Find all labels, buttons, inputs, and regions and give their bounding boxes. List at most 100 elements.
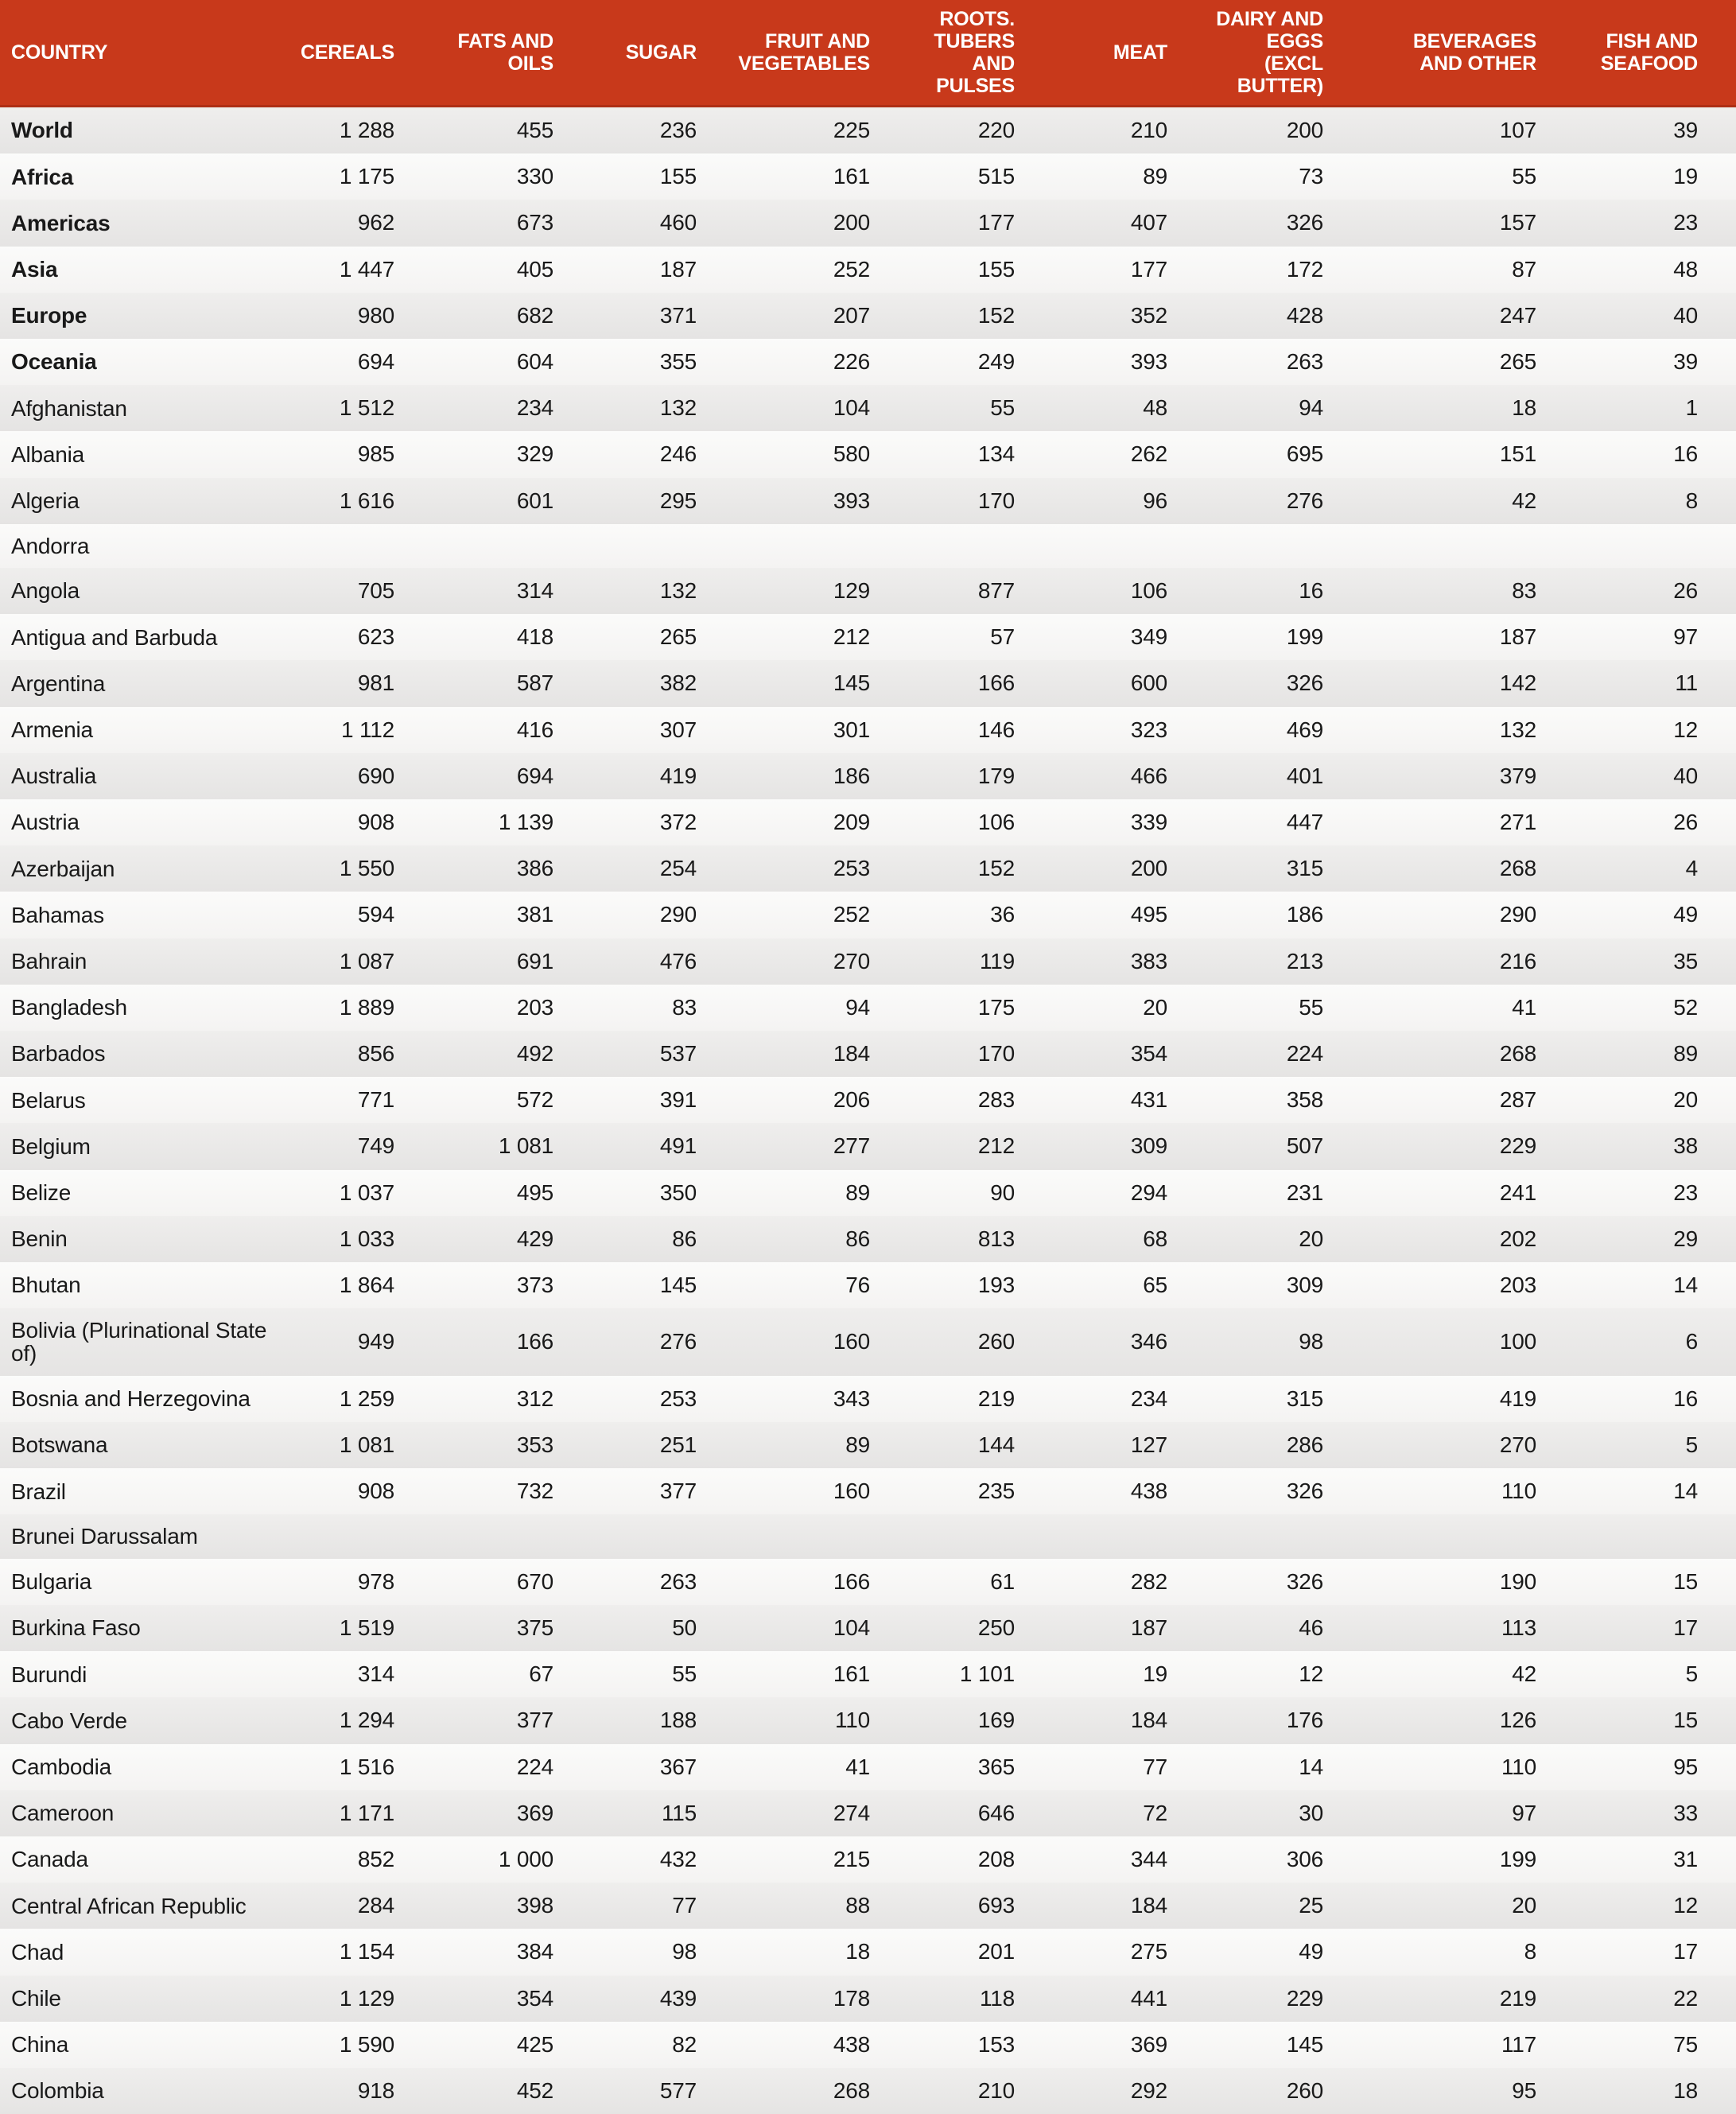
value-cell: 980 [286, 293, 406, 339]
value-cell: 419 [1334, 1376, 1548, 1422]
value-cell: 20 [1026, 985, 1179, 1031]
value-cell: 343 [708, 1376, 881, 1422]
value-cell: 18 [1334, 385, 1548, 431]
value-cell: 193 [881, 1262, 1026, 1308]
value-cell: 12 [1179, 1651, 1334, 1697]
value-cell: 68 [1026, 1216, 1179, 1262]
value-cell: 110 [1334, 1468, 1548, 1514]
value-cell [406, 1514, 565, 1558]
value-cell: 694 [406, 753, 565, 799]
value-cell: 276 [1179, 478, 1334, 524]
value-cell: 55 [1179, 985, 1334, 1031]
value-cell: 1 087 [286, 938, 406, 985]
country-cell: Afghanistan [0, 385, 286, 431]
column-header-fats-and-oils: FATS AND OILS [406, 0, 565, 107]
value-cell: 1 616 [286, 478, 406, 524]
value-cell [1334, 524, 1548, 568]
value-cell: 270 [708, 938, 881, 985]
country-cell: Brunei Darussalam [0, 1514, 286, 1558]
value-cell: 26 [1548, 568, 1736, 614]
value-cell: 452 [406, 2068, 565, 2114]
value-cell: 372 [565, 799, 708, 845]
value-cell: 97 [1548, 614, 1736, 660]
value-cell: 312 [406, 1376, 565, 1422]
country-cell: Cabo Verde [0, 1697, 286, 1743]
value-cell [708, 1514, 881, 1558]
value-cell: 126 [1334, 1697, 1548, 1743]
value-cell: 55 [1334, 153, 1548, 200]
value-cell: 441 [1026, 1976, 1179, 2022]
value-cell: 18 [1548, 2068, 1736, 2114]
value-cell: 236 [565, 107, 708, 154]
value-cell: 65 [1026, 1262, 1179, 1308]
value-cell: 978 [286, 1559, 406, 1605]
value-cell: 771 [286, 1077, 406, 1123]
value-cell: 373 [406, 1262, 565, 1308]
column-header-sugar: SUGAR [565, 0, 708, 107]
value-cell: 16 [1548, 1376, 1736, 1422]
value-cell: 220 [881, 107, 1026, 154]
value-cell: 166 [881, 660, 1026, 706]
value-cell: 398 [406, 1883, 565, 1929]
value-cell: 186 [1179, 892, 1334, 938]
value-cell: 1 129 [286, 1976, 406, 2022]
value-cell: 187 [1334, 614, 1548, 660]
value-cell [565, 524, 708, 568]
value-cell: 153 [881, 2022, 1026, 2068]
value-cell: 263 [1179, 339, 1334, 385]
value-cell: 354 [1026, 1031, 1179, 1077]
value-cell: 199 [1179, 614, 1334, 660]
value-cell: 346 [1026, 1308, 1179, 1376]
value-cell: 48 [1548, 247, 1736, 293]
value-cell: 115 [565, 1790, 708, 1836]
value-cell: 492 [406, 1031, 565, 1077]
country-cell: Belize [0, 1170, 286, 1216]
value-cell: 231 [1179, 1170, 1334, 1216]
value-cell: 344 [1026, 1836, 1179, 1883]
value-cell: 23 [1548, 1170, 1736, 1216]
value-cell: 438 [708, 2022, 881, 2068]
country-cell: Asia [0, 247, 286, 293]
value-cell: 439 [565, 1976, 708, 2022]
value-cell: 252 [708, 247, 881, 293]
value-cell: 42 [1334, 1651, 1548, 1697]
value-cell: 119 [881, 938, 1026, 985]
value-cell: 160 [708, 1308, 881, 1376]
value-cell: 253 [565, 1376, 708, 1422]
country-cell: Bhutan [0, 1262, 286, 1308]
value-cell: 145 [1179, 2022, 1334, 2068]
value-cell: 276 [565, 1308, 708, 1376]
value-cell: 184 [708, 1031, 881, 1077]
value-cell: 19 [1548, 153, 1736, 200]
value-cell: 1 [1548, 385, 1736, 431]
value-cell: 732 [406, 1468, 565, 1514]
value-cell: 268 [708, 2068, 881, 2114]
value-cell: 432 [565, 1836, 708, 1883]
value-cell: 241 [1334, 1170, 1548, 1216]
value-cell: 495 [406, 1170, 565, 1216]
value-cell: 1 288 [286, 107, 406, 154]
value-cell: 177 [1026, 247, 1179, 293]
value-cell: 314 [286, 1651, 406, 1697]
country-cell: Americas [0, 200, 286, 246]
value-cell: 83 [565, 985, 708, 1031]
value-cell: 292 [1026, 2068, 1179, 2114]
value-cell: 38 [1548, 1123, 1736, 1169]
value-cell: 104 [708, 1605, 881, 1651]
value-cell [1548, 524, 1736, 568]
value-cell: 705 [286, 568, 406, 614]
country-cell: China [0, 2022, 286, 2068]
value-cell: 1 101 [881, 1651, 1026, 1697]
value-cell: 309 [1026, 1123, 1179, 1169]
value-cell [565, 1514, 708, 1558]
